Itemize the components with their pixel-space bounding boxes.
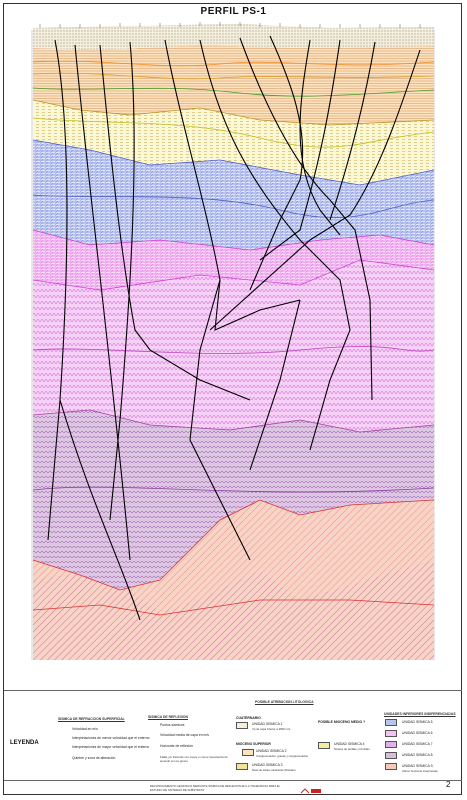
unit2-desc: Conglomerados, gravas y conglomerados: [256, 754, 308, 758]
sheet-frame: [3, 3, 462, 795]
unit2-label: UNIDAD SISMICA 2: [256, 749, 287, 753]
miocene-med-header: POSIBLE MIOCENO MEDIO ?: [318, 720, 366, 724]
titleblock-divider: [4, 780, 462, 781]
company-logo: [300, 782, 322, 794]
reflection-item-2: Velocidad media de capa en m/s: [160, 733, 210, 737]
refraction-item-4: Quiebre y zona de alteración: [72, 756, 116, 760]
unit6-label: UNIDAD SISMICA 6: [402, 731, 433, 735]
unit6-swatch: [385, 730, 397, 737]
reflection-header: SISMICA DE REFLEXION: [148, 715, 189, 719]
quaternary-header: CUATERNARIO: [236, 716, 261, 720]
unit4-swatch: [318, 742, 330, 749]
project-description: RECONOCIMIENTO GEOFISICO MEDIANTE SISMIC…: [150, 784, 281, 792]
unit4-desc: Niveles de arcillas y limolitas: [334, 747, 370, 751]
unit3-label: UNIDAD SISMICA 3: [252, 763, 283, 767]
unit4-label: UNIDAD SISMICA 4: [334, 742, 365, 746]
unit9-swatch: [385, 763, 397, 770]
unit5-label: UNIDAD SISMICA 5: [402, 720, 433, 724]
unit5-swatch: [385, 719, 397, 726]
unit1-swatch: [236, 722, 248, 729]
unit8-label: UNIDAD SISMICA 8: [402, 753, 433, 757]
unit3-desc: Nivel de tobas volcánicas (Dacitas): [252, 768, 296, 772]
reflection-item-1: Puntos sismicos: [160, 723, 185, 727]
legend-divider: [4, 690, 462, 691]
reflection-item-3: Horizonte de reflexión: [160, 744, 193, 748]
unit9-note: Ultimo horizonte interpretado: [402, 769, 438, 773]
unit8-swatch: [385, 752, 397, 759]
reflection-item-4: Fallas y/o fracturas con mayor o menor i…: [160, 755, 228, 763]
unit7-label: UNIDAD SISMICA 7: [402, 742, 433, 746]
legend-title: LEYENDA: [10, 740, 39, 746]
unit1-label: UNIDAD SISMICA 1: [252, 722, 283, 726]
page-number: 2: [446, 780, 451, 789]
unit9-label: UNIDAD SISMICA 9,: [402, 764, 434, 768]
unit2-swatch: [242, 749, 254, 756]
unit7-swatch: [385, 741, 397, 748]
unit1-desc: Vp de capa inferior a 2800 m/s.: [252, 727, 291, 731]
refraction-item-3: Interpretaciones de mayor velocidad que …: [72, 745, 150, 749]
inferior-header: UNIDADES INFERIORES INDIFERENCIADAS: [384, 712, 456, 716]
refraction-item-1: Velocidad en m/s: [72, 727, 98, 731]
unit3-swatch: [236, 763, 248, 770]
profile-title: PERFIL PS-1: [200, 6, 267, 17]
miocene-sup-header: MIOCENO SUPERIOR: [236, 742, 271, 746]
refraction-item-2: Interpretaciones de menor velocidad que …: [72, 736, 150, 740]
refraction-header: SISMICA DE REFRACCION SUPERFICIAL: [58, 717, 125, 721]
lithology-header: POSIBLE ATRIBUCION LITOLOGICA: [255, 700, 314, 704]
cross-section: [31, 22, 435, 660]
